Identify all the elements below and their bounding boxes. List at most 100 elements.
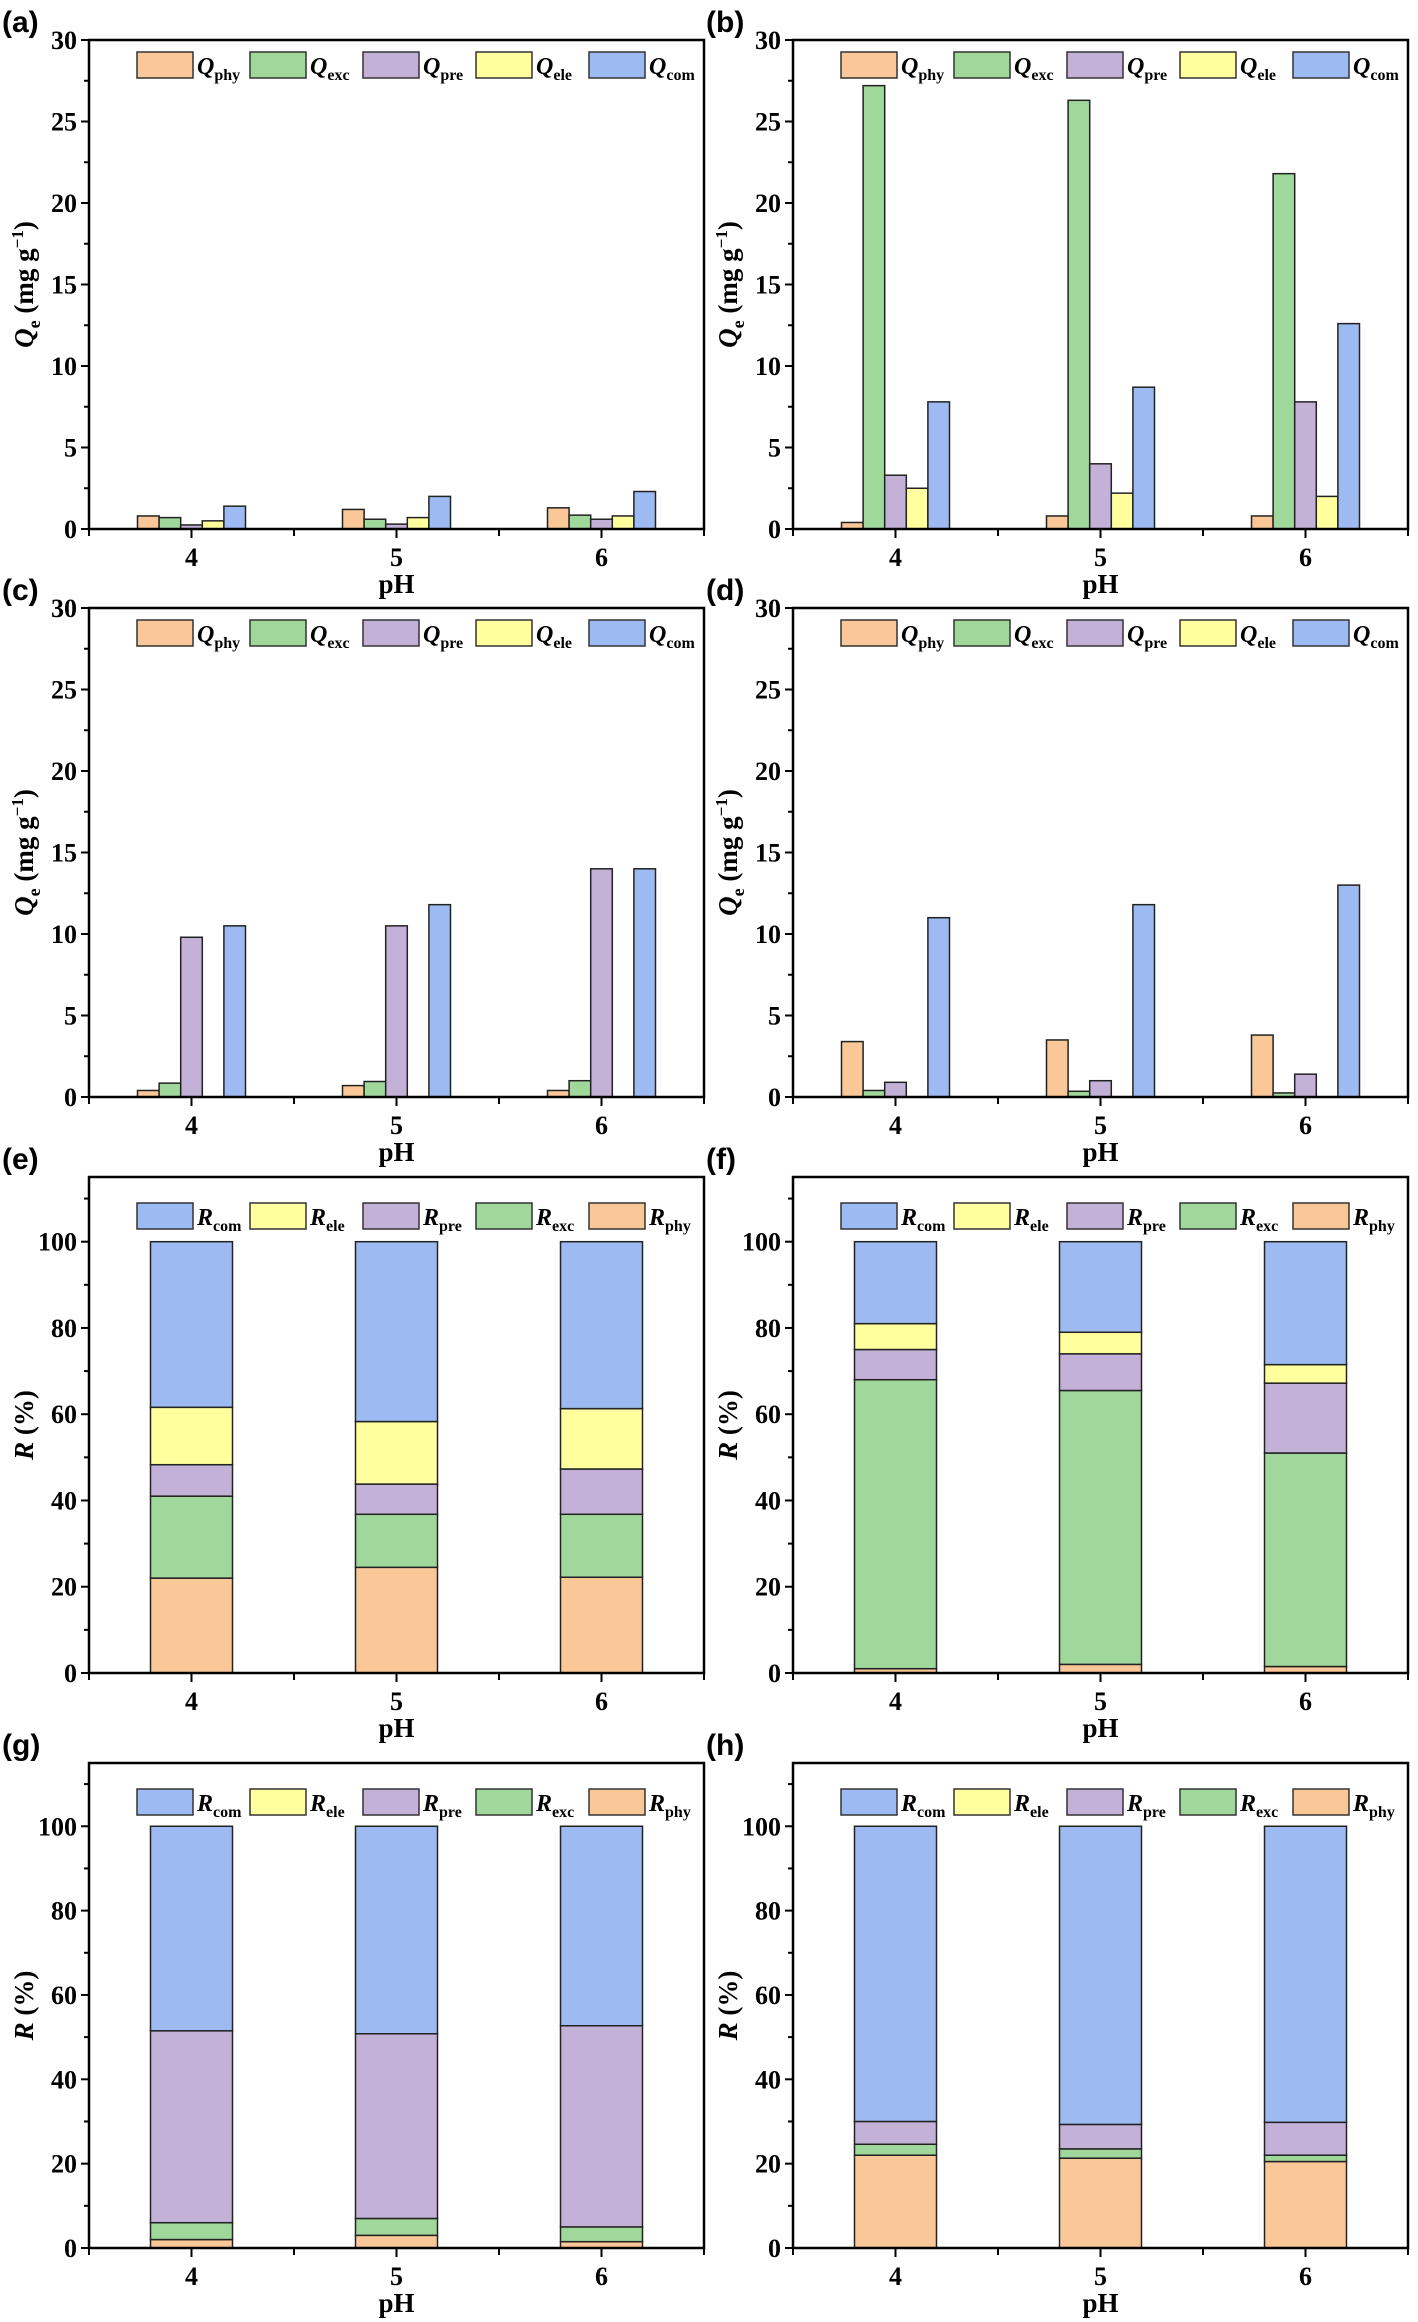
- legend-subscript: exc: [327, 635, 349, 652]
- y-tick-label: 20: [755, 1573, 781, 1602]
- legend-swatch: [362, 619, 420, 647]
- legend-label: Qexc: [1014, 54, 1054, 84]
- legend-label: Qcom: [1353, 54, 1399, 84]
- x-tick-label: 4: [185, 1111, 198, 1140]
- legend-symbol: R: [309, 1791, 326, 1817]
- legend-swatch: [1066, 1788, 1124, 1816]
- legend-label: Qpre: [1127, 54, 1167, 84]
- bar-segment-pre: [853, 2120, 938, 2146]
- y-tick-label: 5: [64, 1002, 77, 1031]
- legend-swatch: [840, 1202, 898, 1230]
- legend-subscript: pre: [439, 1218, 462, 1235]
- legend-item-pre: Rpre: [1066, 1202, 1166, 1235]
- legend-swatch: [362, 1202, 420, 1230]
- legend-label: Rcom: [900, 1791, 946, 1821]
- legend-swatch: [136, 619, 194, 647]
- legend-subscript: phy: [918, 635, 944, 652]
- legend-item-ele: Rele: [953, 1202, 1049, 1235]
- y-tick-label: 60: [755, 1400, 781, 1429]
- legend-swatch: [1179, 619, 1237, 647]
- legend-swatch: [475, 1788, 533, 1816]
- legend-item-pre: Qpre: [1066, 51, 1167, 84]
- bar-pre: [883, 474, 908, 530]
- legend-item-exc: Rexc: [1179, 1202, 1278, 1235]
- legend-symbol: R: [900, 1205, 917, 1231]
- bar-segment-pre: [1058, 2123, 1143, 2150]
- y-tick-label: 15: [755, 839, 781, 868]
- legend-symbol: Q: [1240, 622, 1257, 648]
- x-tick-label: 6: [595, 543, 608, 572]
- legend-symbol: R: [648, 1791, 665, 1817]
- x-tick-label: 5: [1094, 543, 1107, 572]
- legend-item-com: Qcom: [1292, 51, 1399, 84]
- bar-com: [1337, 884, 1361, 1098]
- bar-com: [223, 925, 247, 1098]
- legend-swatch: [840, 51, 898, 79]
- legend-swatch: [249, 1788, 307, 1816]
- legend-item-pre: Rpre: [1066, 1788, 1166, 1821]
- legend-swatch: [840, 619, 898, 647]
- y-label-symbol: Q: [9, 896, 39, 916]
- legend-item-exc: Rexc: [1179, 1788, 1278, 1821]
- y-label-superscript: −1: [8, 230, 27, 248]
- bar-segment-pre: [559, 2024, 644, 2228]
- bar-com: [633, 490, 657, 530]
- legend-label: Rcom: [196, 1791, 242, 1821]
- legend-symbol: R: [1239, 1791, 1256, 1817]
- bar-phy: [840, 1040, 864, 1098]
- legend-item-exc: Qexc: [249, 619, 350, 652]
- legend-swatch: [1292, 1202, 1350, 1230]
- y-label-subscript: e: [24, 320, 44, 328]
- y-label-symbol: R: [713, 1442, 743, 1461]
- legend-subscript: exc: [1031, 635, 1053, 652]
- legend-item-exc: Rexc: [475, 1788, 574, 1821]
- legend-item-phy: Rphy: [588, 1788, 691, 1821]
- bar-segment-pre: [1058, 1353, 1143, 1392]
- y-label-unit: (mg g: [713, 816, 743, 888]
- y-tick-label: 40: [51, 1486, 77, 1515]
- y-tick-label: 15: [51, 271, 77, 300]
- bar-segment-com: [1263, 1825, 1348, 2124]
- legend-label: Rele: [309, 1791, 345, 1821]
- legend-swatch: [1292, 619, 1350, 647]
- legend-label: Qele: [1240, 622, 1276, 652]
- legend-symbol: Q: [197, 54, 214, 80]
- bar-segment-exc: [1263, 1452, 1348, 1668]
- legend-subscript: com: [1370, 67, 1399, 84]
- legend-symbol: R: [1126, 1791, 1143, 1817]
- legend-item-exc: Qexc: [953, 619, 1054, 652]
- bar-exc: [1272, 172, 1296, 530]
- legend-subscript: ele: [326, 1804, 345, 1821]
- legend-swatch: [953, 51, 1011, 79]
- bar-segment-pre: [559, 1468, 644, 1516]
- y-tick-label: 25: [51, 676, 77, 705]
- x-tick-label: 4: [889, 1111, 902, 1140]
- legend-symbol: R: [535, 1791, 552, 1817]
- y-tick-label: 5: [768, 434, 781, 463]
- y-label-unit: (mg g: [713, 248, 743, 320]
- bar-segment-phy: [354, 2234, 439, 2249]
- legend-item-ele: Qele: [475, 51, 572, 84]
- legend-symbol: Q: [536, 622, 553, 648]
- y-tick-label: 25: [755, 676, 781, 705]
- y-tick-label: 0: [64, 1659, 77, 1688]
- legend-subscript: phy: [665, 1218, 691, 1235]
- legend-label: Qexc: [310, 622, 350, 652]
- x-axis-label: pH: [378, 2288, 414, 2318]
- bar-ele: [406, 516, 430, 530]
- y-label-symbol: Q: [713, 896, 743, 916]
- legend-swatch: [953, 1202, 1011, 1230]
- x-tick-label: 5: [1094, 2262, 1107, 2291]
- legend-symbol: Q: [423, 622, 440, 648]
- y-tick-label: 20: [755, 189, 781, 218]
- legend-label: Rpre: [422, 1791, 462, 1821]
- bar-segment-phy: [149, 2238, 234, 2249]
- legend-subscript: pre: [1144, 67, 1167, 84]
- legend-label: Qpre: [423, 622, 463, 652]
- y-label-symbol: Q: [9, 328, 39, 348]
- y-tick-label: 80: [755, 1897, 781, 1926]
- legend-subscript: pre: [440, 67, 463, 84]
- legend-subscript: com: [917, 1218, 946, 1235]
